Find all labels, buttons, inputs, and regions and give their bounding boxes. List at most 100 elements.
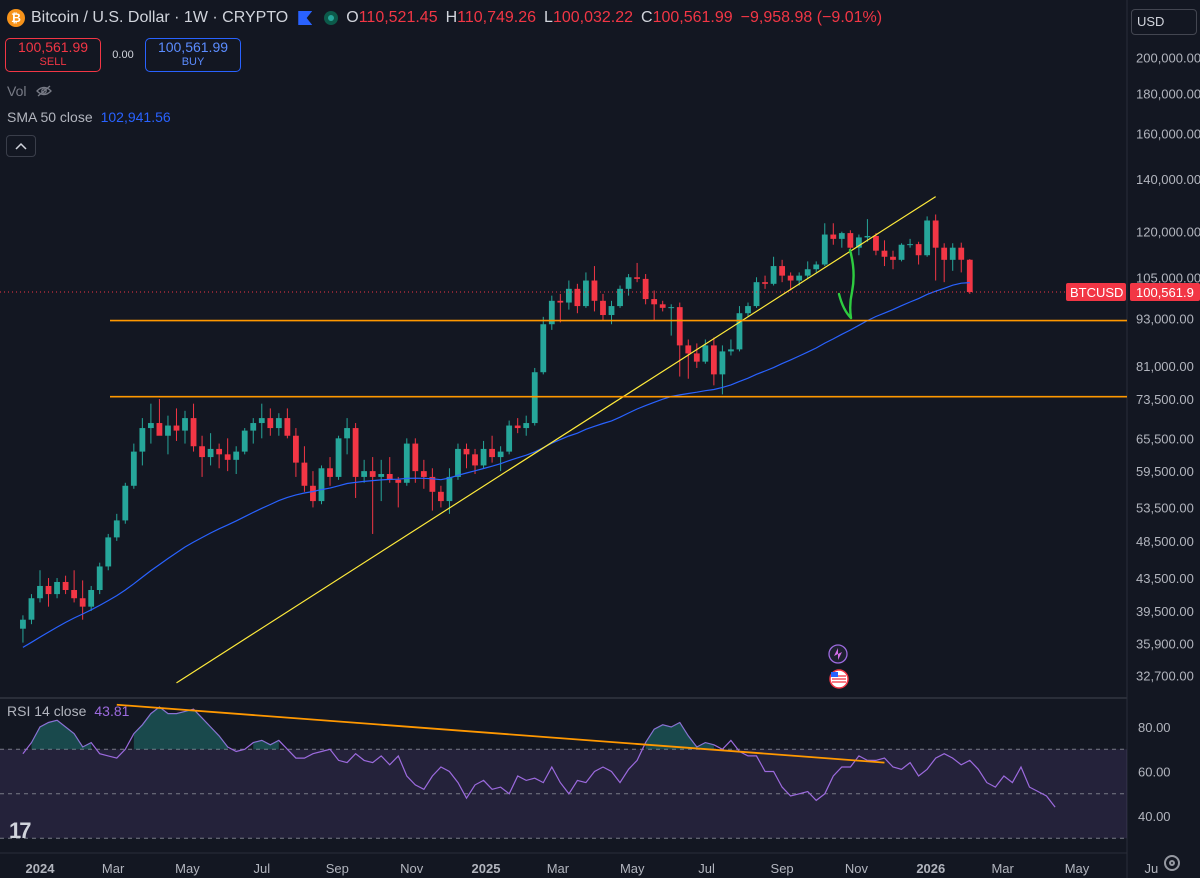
candle-body	[548, 300, 555, 325]
candle-body	[344, 428, 350, 439]
candle-body	[335, 438, 342, 477]
sparkle-icon-glyph	[834, 648, 842, 660]
candle-body	[352, 428, 359, 477]
candle-body	[113, 520, 120, 538]
candle-body	[753, 282, 760, 307]
eye-off-icon[interactable]	[36, 85, 53, 97]
candle-body	[250, 423, 257, 431]
close-value: 100,561.99	[652, 9, 733, 26]
candle-body	[557, 300, 564, 303]
candle-body	[190, 418, 197, 447]
time-tick-label: 2026	[916, 861, 945, 876]
candle-body	[915, 244, 922, 256]
rsi-indicator[interactable]: RSI 14 close 43.81	[7, 703, 129, 719]
price-tick-label: 53,500.00	[1136, 500, 1194, 515]
candle-body	[668, 307, 675, 309]
candle-body	[378, 474, 385, 477]
chevron-up-icon	[15, 142, 27, 150]
buy-button[interactable]: 100,561.99 BUY	[145, 38, 241, 72]
time-tick-label: 2025	[472, 861, 501, 876]
candle-body	[608, 306, 615, 316]
rsi-tick-label: 60.00	[1138, 765, 1171, 780]
candle-body	[497, 451, 504, 458]
candle-body	[446, 476, 453, 502]
candle-body	[540, 324, 547, 373]
trendline[interactable]	[176, 196, 936, 684]
candle-body	[293, 435, 299, 463]
price-tick-label: 59,500.00	[1136, 464, 1194, 479]
candle-body	[941, 247, 948, 260]
candle-body	[966, 259, 973, 292]
candle-body	[736, 313, 743, 350]
time-tick-label: Ju	[1144, 861, 1158, 876]
sma-indicator[interactable]: SMA 50 close 102,941.56	[7, 109, 171, 125]
bitcoin-icon: ₿	[7, 9, 25, 27]
gear-icon[interactable]	[1164, 855, 1180, 871]
currency-selector[interactable]: USD	[1131, 9, 1197, 35]
symbol-price-tag	[1066, 283, 1126, 301]
candle-body	[685, 345, 692, 354]
annotation-arrow	[837, 248, 855, 320]
low-key: L	[544, 9, 553, 26]
buy-label: BUY	[181, 56, 205, 68]
rsi-overbought-fill	[253, 740, 279, 750]
price-tick-label: 81,000.00	[1136, 359, 1194, 374]
candle-body	[327, 468, 333, 477]
candle-body	[864, 235, 871, 238]
vol-label: Vol	[7, 83, 27, 99]
time-tick-label: Nov	[400, 861, 424, 876]
candle-body	[258, 418, 265, 424]
candle-body	[122, 485, 129, 521]
rsi-value: 43.81	[94, 703, 130, 719]
sell-button[interactable]: 100,561.99 SELL	[5, 38, 101, 72]
candle-body	[813, 264, 820, 270]
rsi-tick-label: 80.00	[1138, 720, 1171, 735]
candle-body	[617, 288, 623, 307]
symbol-price-tag-text: BTCUSD	[1070, 285, 1123, 300]
candle-body	[779, 266, 786, 276]
collapse-legend-button[interactable]	[6, 135, 36, 157]
price-tick-label: 180,000.00	[1136, 86, 1200, 101]
flag-icon[interactable]	[298, 11, 313, 25]
candle-body	[506, 425, 513, 452]
rsi-tick-label: 40.00	[1138, 809, 1171, 824]
candle-body	[54, 581, 60, 595]
tradingview-logo-icon[interactable]: 17	[9, 818, 32, 843]
candle-body	[463, 448, 470, 455]
candle-body	[275, 418, 282, 429]
candle-body	[472, 454, 478, 466]
change-value: −9,958.98 (−9.01%)	[740, 9, 883, 26]
candle-body	[199, 446, 205, 458]
candles	[20, 214, 973, 648]
time-tick-label: Jul	[698, 861, 715, 876]
price-tick-label: 35,900.00	[1136, 637, 1194, 652]
rsi-trendline[interactable]	[116, 703, 885, 764]
candle-body	[770, 266, 777, 284]
buy-price: 100,561.99	[157, 39, 229, 55]
price-tick-label: 39,500.00	[1136, 604, 1194, 619]
low-value: 100,032.22	[552, 9, 634, 26]
time-tick-label: May	[620, 861, 645, 876]
high-value: 110,749.26	[457, 9, 537, 26]
close-key: C	[641, 9, 653, 26]
spread-value: 0.00	[112, 49, 134, 61]
candle-body	[420, 471, 427, 477]
candle-body	[659, 304, 666, 308]
candle-body	[216, 448, 223, 455]
candle-body	[907, 244, 913, 246]
candle-body	[873, 235, 879, 251]
price-tick-label: 200,000.00	[1136, 50, 1200, 65]
candle-body	[412, 443, 419, 472]
candle-body	[429, 476, 436, 492]
symbol-title[interactable]: Bitcoin / U.S. Dollar · 1W · CRYPTO	[31, 9, 289, 26]
price-tick-label: 120,000.00	[1136, 225, 1200, 240]
sma-value: 102,941.56	[100, 109, 171, 125]
candle-body	[318, 468, 325, 502]
volume-indicator[interactable]: Vol	[7, 83, 53, 99]
candle-body	[787, 275, 794, 281]
candle-body	[233, 451, 240, 460]
rsi-pane	[0, 706, 1127, 839]
price-tick-label: 160,000.00	[1136, 126, 1200, 141]
candle-body	[284, 418, 291, 436]
